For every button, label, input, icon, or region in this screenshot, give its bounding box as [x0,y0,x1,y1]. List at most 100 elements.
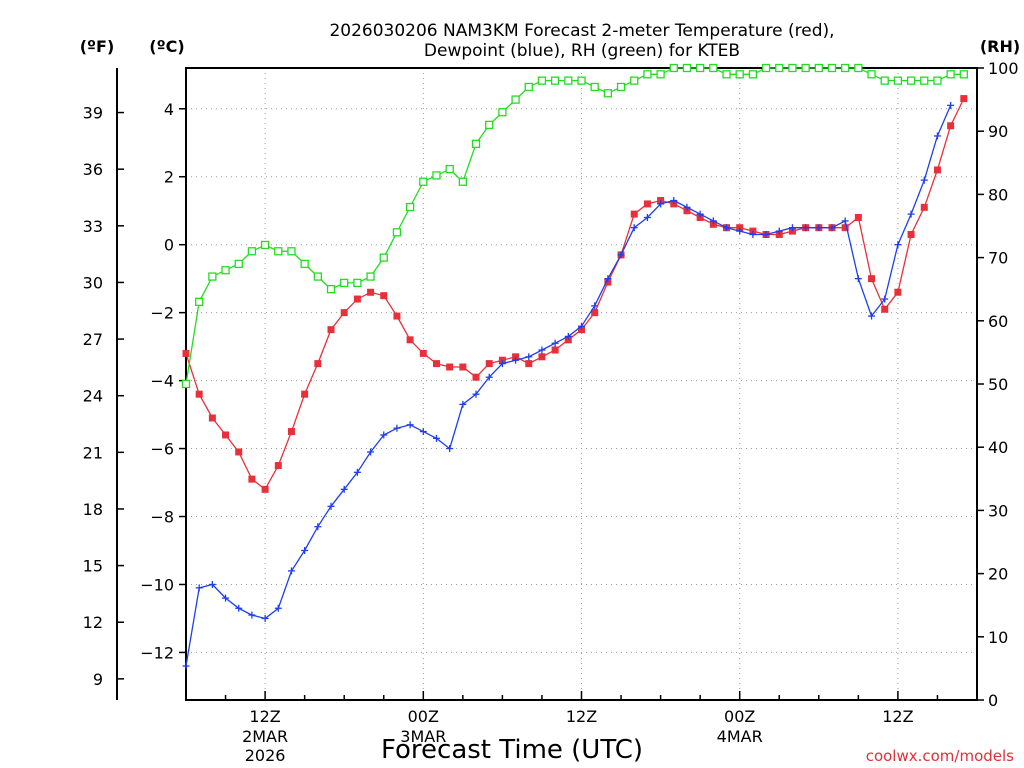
dewpoint-point [696,210,704,218]
2-meter-temperature-point [314,360,322,368]
dewpoint-point [261,614,269,622]
dewpoint-point [617,251,625,259]
x-axis-label: Forecast Time (UTC) [381,735,643,765]
2-meter-temperature-point [854,214,862,222]
celsius-tick-label: −6 [150,440,174,459]
rh-tick-label: 90 [988,122,1008,141]
rh-axis: 0 10 20 30 40 50 60 70 80 90 100 [977,59,1019,710]
dewpoint-point [419,428,427,436]
dewpoint-point [762,230,770,238]
time-tick-label: 12Z [249,707,280,726]
dewpoint-point [551,339,559,347]
dewpoint-point [446,445,454,453]
2-meter-temperature-point [868,275,876,283]
time-tick-label: 00Z [724,707,755,726]
relative-humidity-point [392,228,402,237]
dewpoint-point [591,302,599,310]
rh-tick-label: 0 [988,691,998,710]
dewpoint-point [301,546,309,554]
dewpoint-point [868,312,876,320]
relative-humidity-point [788,63,797,73]
relative-humidity-point [801,63,810,73]
fahrenheit-axis: 9 12 15 18 21 24 27 30 33 36 39 [83,68,124,700]
2-meter-temperature-point [340,309,348,317]
relative-humidity-point [946,70,955,79]
relative-humidity-point [867,70,876,79]
relative-humidity-point [920,76,929,85]
2-meter-temperature-point [406,336,414,344]
fahrenheit-tick-label: 24 [83,387,103,406]
relative-humidity-point [445,164,454,174]
credit-text: coolwx.com/models [866,747,1014,765]
dewpoint-point [327,502,335,510]
relative-humidity-point [841,63,850,73]
relative-humidity-point [471,139,481,148]
2-meter-temperature-point [261,485,269,493]
dewpoint-point [512,356,520,364]
relative-humidity-point [669,63,678,73]
dewpoint-point [815,224,823,232]
dewpoint-point [907,210,915,218]
2-meter-temperature-point [235,448,243,456]
relative-humidity-point [379,253,388,262]
2-meter-temperature-point [248,475,256,483]
2-meter-temperature-point [287,428,295,436]
date-label: 2MAR [242,727,288,746]
dewpoint-point [630,224,638,232]
2-meter-temperature-point [947,122,955,130]
dewpoint-point [393,424,401,432]
relative-humidity-point [656,70,665,79]
relative-humidity-point [814,63,823,73]
2-meter-temperature-point [208,414,216,422]
relative-humidity-point [775,63,784,73]
grid-lines [186,68,977,700]
chart-title-line1: 2026030206 NAM3KM Forecast 2-meter Tempe… [329,21,834,41]
celsius-unit-label: (ºC) [149,37,184,56]
relative-humidity-point [208,272,217,281]
relative-humidity-point [326,285,336,294]
relative-humidity-point [287,247,296,256]
2-meter-temperature-point [446,363,454,371]
2-meter-temperature-point [525,360,533,368]
relative-humidity-point [405,202,415,212]
relative-humidity-point [195,297,204,306]
celsius-tick-label: −12 [140,643,174,662]
relative-humidity-point [432,171,441,180]
relative-humidity-point [616,82,626,92]
2-meter-temperature-point [274,462,282,470]
fahrenheit-tick-label: 33 [83,217,103,236]
dewpoint-point [472,390,480,398]
relative-humidity-point [485,120,494,130]
2-meter-temperature-point [222,431,230,439]
relative-humidity-point [564,76,573,85]
rh-tick-label: 50 [988,375,1008,394]
celsius-tick-label: 4 [164,100,174,119]
2-meter-temperature-point [907,230,915,238]
fahrenheit-tick-label: 30 [83,273,103,292]
relative-humidity-point [880,76,889,85]
dewpoint-point [406,421,414,429]
relative-humidity-point [353,278,362,288]
2-meter-temperature-point [353,295,361,303]
chart-title-line2: Dewpoint (blue), RH (green) for KTEB [424,41,740,61]
dewpoint-point [432,434,440,442]
relative-humidity-point [761,63,771,73]
time-tick-label: 12Z [566,707,597,726]
relative-humidity-point [709,63,718,73]
dewpoint-point [459,400,467,408]
dewpoint-point [920,176,928,184]
2-meter-temperature-point [551,346,559,354]
2-meter-temperature-point [485,360,493,368]
fahrenheit-tick-label: 36 [83,160,103,179]
celsius-tick-label: −4 [150,372,174,391]
dewpoint-point [367,448,375,456]
2-meter-temperature-point [380,292,388,300]
relative-humidity-point [181,379,191,389]
relative-humidity-point [511,95,520,104]
2-meter-temperature-point [393,312,401,320]
relative-humidity-point [313,272,322,281]
dewpoint-point [498,360,506,368]
2-meter-temperature-point [960,95,968,103]
dewpoint-point [564,332,572,340]
